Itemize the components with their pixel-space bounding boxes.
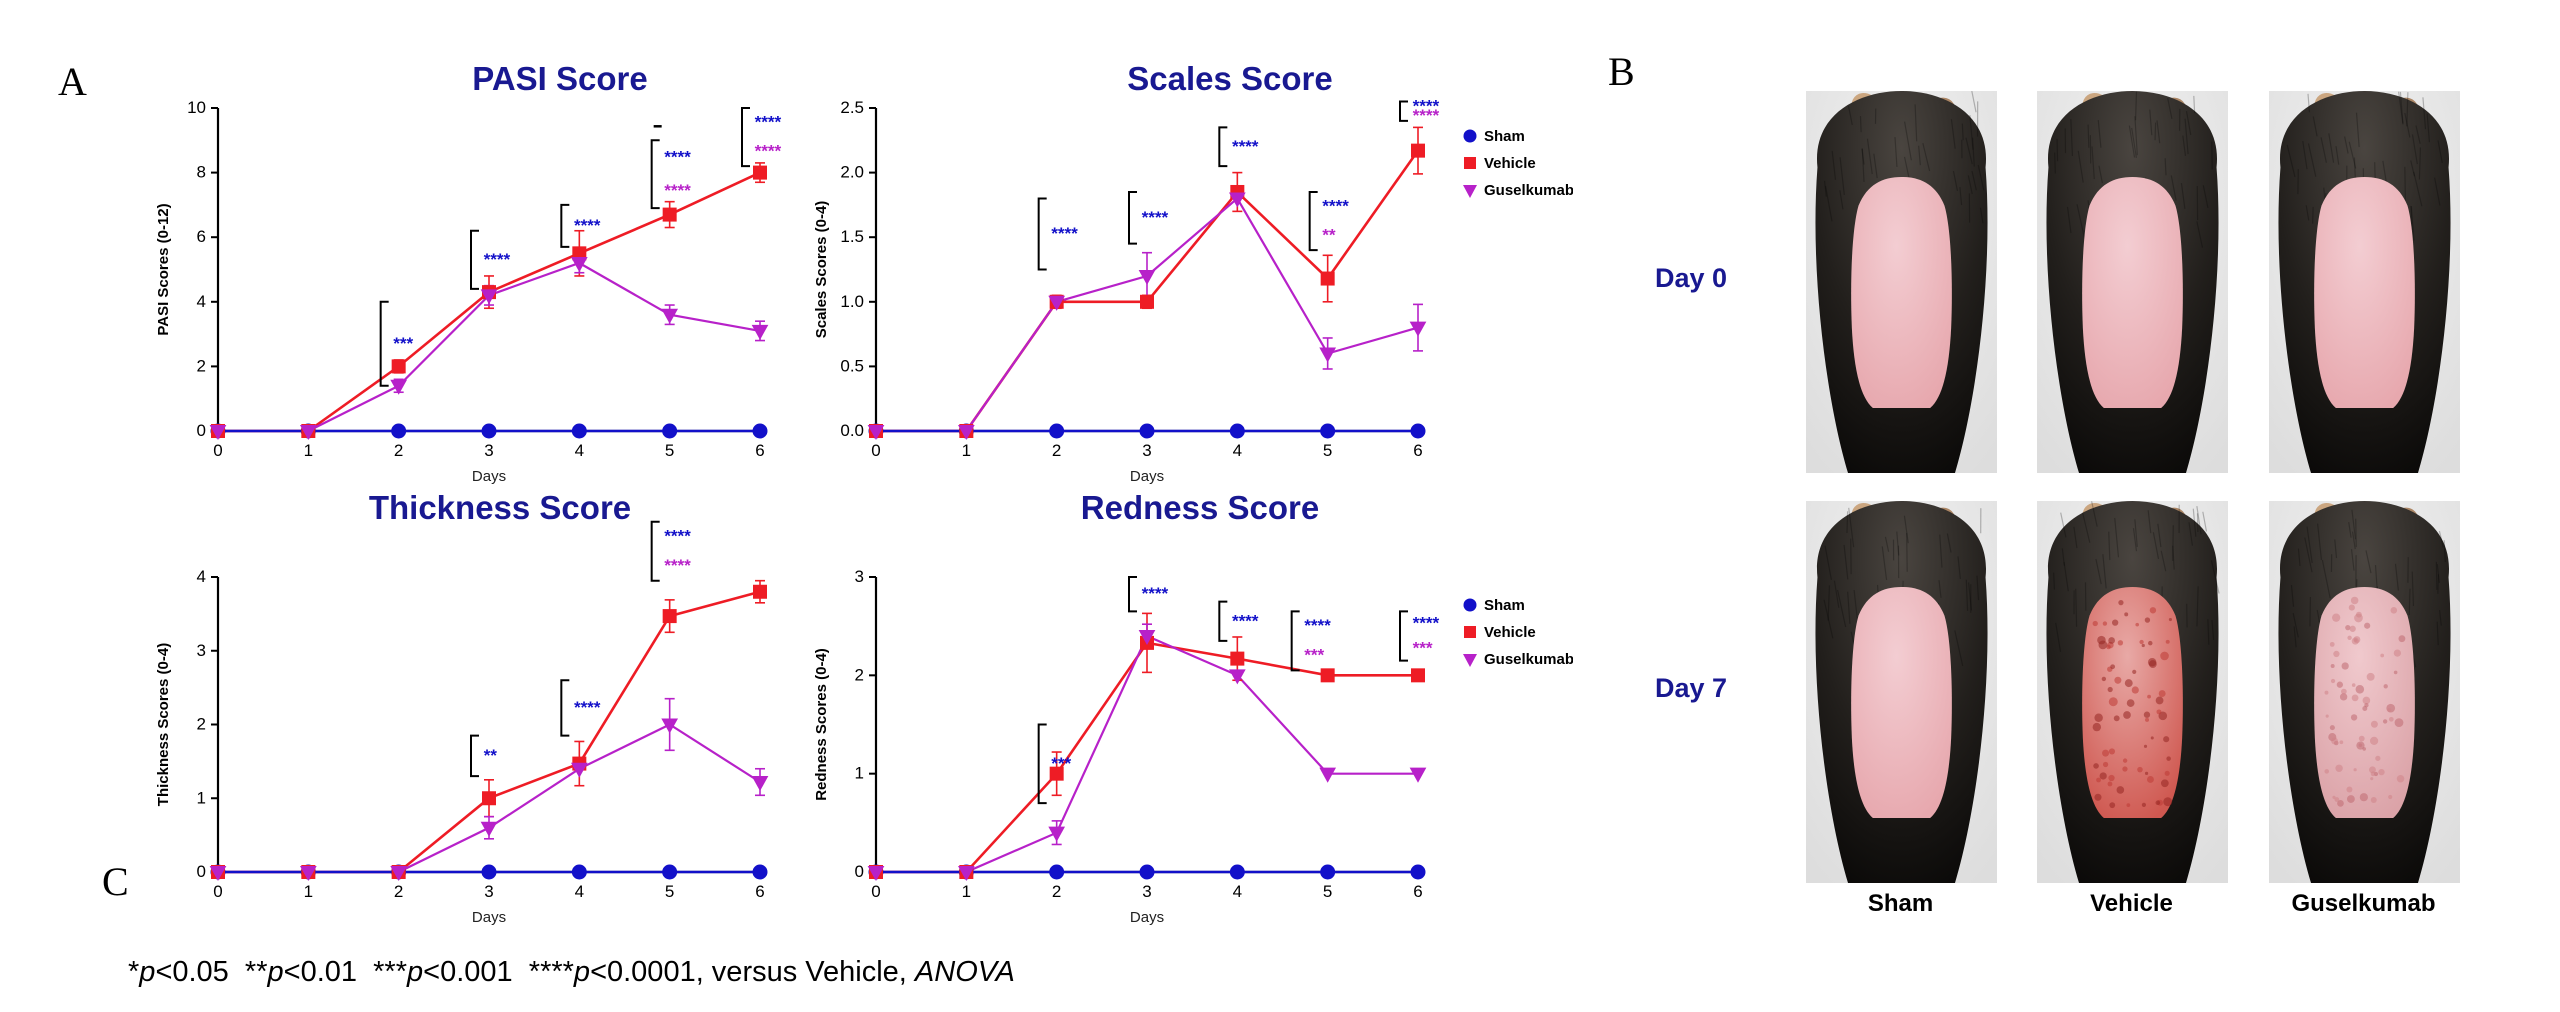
svg-text:1: 1 xyxy=(855,764,864,783)
svg-text:3: 3 xyxy=(484,441,493,460)
svg-text:****: **** xyxy=(754,142,782,161)
svg-text:2.0: 2.0 xyxy=(840,163,864,182)
svg-text:****: **** xyxy=(1412,106,1440,125)
svg-text:2: 2 xyxy=(1052,441,1061,460)
svg-text:****: **** xyxy=(754,113,782,132)
svg-text:0: 0 xyxy=(855,862,864,881)
svg-text:Guselkumab: Guselkumab xyxy=(1484,182,1573,199)
svg-text:5: 5 xyxy=(1323,441,1332,460)
svg-text:***: *** xyxy=(1412,638,1433,657)
svg-text:Days: Days xyxy=(472,909,506,926)
svg-text:***: *** xyxy=(1051,754,1072,773)
svg-text:6: 6 xyxy=(1413,882,1422,901)
svg-text:****: **** xyxy=(573,698,601,717)
svg-text:Sham: Sham xyxy=(1484,597,1525,614)
svg-text:****: **** xyxy=(1304,616,1332,635)
svg-text:****: **** xyxy=(1231,611,1259,630)
svg-text:4: 4 xyxy=(1233,882,1242,901)
svg-text:3: 3 xyxy=(484,882,493,901)
svg-text:Days: Days xyxy=(472,468,506,485)
svg-text:0: 0 xyxy=(871,441,880,460)
svg-text:5: 5 xyxy=(1323,882,1332,901)
svg-text:***: *** xyxy=(1304,646,1325,665)
svg-text:Days: Days xyxy=(1130,909,1164,926)
svg-text:1: 1 xyxy=(197,788,206,807)
svg-text:Redness Scores (0-4): Redness Scores (0-4) xyxy=(813,648,830,801)
svg-text:0: 0 xyxy=(213,882,222,901)
svg-text:**: ** xyxy=(483,746,498,765)
svg-text:****: **** xyxy=(1412,614,1440,633)
svg-text:0: 0 xyxy=(197,421,206,440)
svg-text:5: 5 xyxy=(665,441,674,460)
svg-text:1: 1 xyxy=(304,441,313,460)
svg-text:2: 2 xyxy=(197,715,206,734)
svg-text:****: **** xyxy=(664,147,692,166)
svg-text:10: 10 xyxy=(187,98,206,117)
svg-text:3: 3 xyxy=(1142,441,1151,460)
svg-text:Vehicle: Vehicle xyxy=(1484,155,1536,172)
svg-text:****: **** xyxy=(1231,137,1259,156)
svg-text:1: 1 xyxy=(962,882,971,901)
svg-text:****: **** xyxy=(664,181,692,200)
svg-text:1.0: 1.0 xyxy=(840,292,864,311)
svg-text:Vehicle: Vehicle xyxy=(1484,624,1536,641)
svg-text:3: 3 xyxy=(197,641,206,660)
svg-text:0: 0 xyxy=(871,882,880,901)
svg-text:Guselkumab: Guselkumab xyxy=(1484,651,1573,668)
svg-text:0.5: 0.5 xyxy=(840,356,864,375)
svg-text:4: 4 xyxy=(575,441,584,460)
svg-text:2: 2 xyxy=(394,441,403,460)
svg-text:4: 4 xyxy=(1233,441,1242,460)
svg-text:6: 6 xyxy=(197,227,206,246)
svg-text:6: 6 xyxy=(755,441,764,460)
svg-text:Scales Scores (0-4): Scales Scores (0-4) xyxy=(813,201,830,339)
svg-text:****: **** xyxy=(1141,584,1169,603)
svg-text:2.5: 2.5 xyxy=(840,98,864,117)
svg-text:1: 1 xyxy=(962,441,971,460)
svg-text:****: **** xyxy=(573,216,601,235)
svg-text:4: 4 xyxy=(197,292,206,311)
svg-text:****: **** xyxy=(1051,224,1079,243)
svg-text:2: 2 xyxy=(855,665,864,684)
svg-text:3: 3 xyxy=(855,567,864,586)
svg-text:2: 2 xyxy=(1052,882,1061,901)
svg-text:Thickness Scores (0-4): Thickness Scores (0-4) xyxy=(155,643,172,806)
svg-text:****: **** xyxy=(1141,208,1169,227)
svg-text:6: 6 xyxy=(1413,441,1422,460)
svg-text:0.0: 0.0 xyxy=(840,421,864,440)
svg-text:****: **** xyxy=(664,556,692,575)
svg-text:0: 0 xyxy=(197,862,206,881)
svg-text:3: 3 xyxy=(1142,882,1151,901)
svg-text:****: **** xyxy=(483,250,511,269)
svg-text:5: 5 xyxy=(665,882,674,901)
svg-text:1: 1 xyxy=(304,882,313,901)
svg-text:0: 0 xyxy=(213,441,222,460)
svg-text:***: *** xyxy=(393,334,414,353)
svg-text:****: **** xyxy=(664,526,692,545)
svg-text:****: **** xyxy=(1322,197,1350,216)
svg-text:4: 4 xyxy=(575,882,584,901)
svg-text:PASI Scores (0-12): PASI Scores (0-12) xyxy=(155,203,172,335)
svg-text:6: 6 xyxy=(755,882,764,901)
svg-text:2: 2 xyxy=(197,356,206,375)
svg-text:Sham: Sham xyxy=(1484,128,1525,145)
svg-text:**: ** xyxy=(1322,226,1337,245)
svg-text:8: 8 xyxy=(197,163,206,182)
svg-text:1.5: 1.5 xyxy=(840,227,864,246)
svg-text:Days: Days xyxy=(1130,468,1164,485)
svg-text:2: 2 xyxy=(394,882,403,901)
svg-text:4: 4 xyxy=(197,567,206,586)
